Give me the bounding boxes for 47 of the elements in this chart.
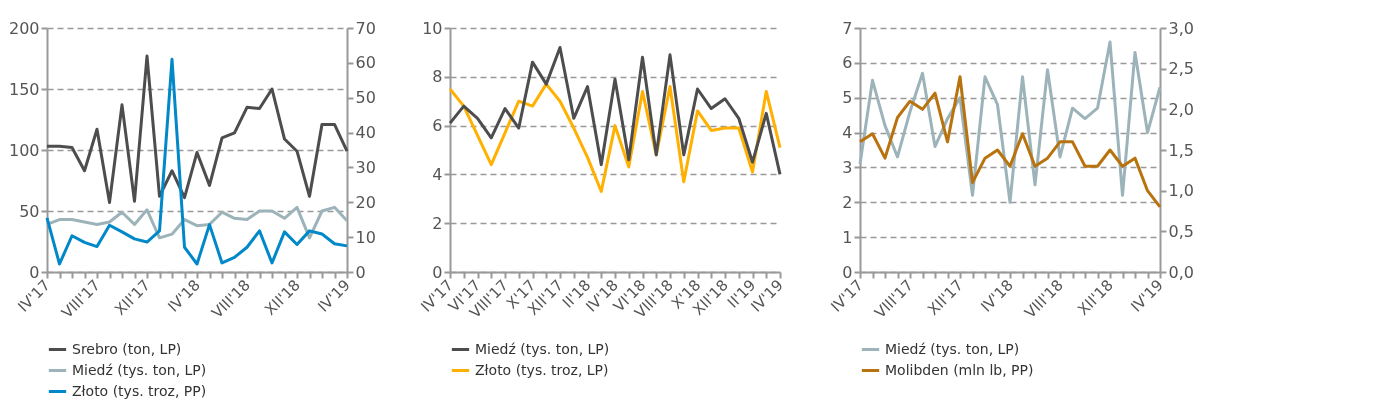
- y-tick-label: 100: [8, 140, 40, 160]
- line-series: [45, 54, 349, 204]
- y2-tick-label: 0: [355, 262, 366, 282]
- y-tick-label: 7: [842, 18, 853, 38]
- y2-tick-label: 1,0: [1168, 181, 1194, 201]
- line-series: [858, 40, 1162, 204]
- y2-tick-label: 50: [355, 88, 376, 108]
- line-series: [448, 82, 782, 193]
- y2-tick-label: 3,0: [1168, 18, 1194, 38]
- y-tick-label: 8: [432, 67, 443, 87]
- line-series: [858, 75, 1162, 209]
- legend-label: Srebro (ton, LP): [72, 340, 182, 357]
- legend-label: Miedź (tys. ton, LP): [72, 361, 207, 378]
- y2-tick-label: 30: [355, 157, 376, 177]
- y-tick-label: 1: [842, 227, 853, 247]
- y2-tick-label: 0,5: [1168, 221, 1194, 241]
- y-tick-label: 4: [842, 123, 853, 143]
- y-tick-label: 0: [432, 262, 443, 282]
- y-tick-label: 6: [842, 53, 853, 73]
- line-series: [45, 57, 349, 266]
- y2-tick-label: 2,5: [1168, 59, 1194, 79]
- y2-tick-label: 40: [355, 123, 376, 143]
- y-tick-label: 0: [29, 262, 40, 282]
- y2-tick-label: 70: [355, 18, 376, 38]
- legend-label: Molibden (mln lb, PP): [885, 361, 1034, 378]
- y-tick-label: 50: [19, 201, 40, 221]
- legend-label: Miedź (tys. ton, LP): [885, 340, 1020, 357]
- y-tick-label: 2: [842, 192, 853, 212]
- y2-tick-label: 60: [355, 53, 376, 73]
- legend-label: Złoto (tys. troz, LP): [475, 361, 609, 378]
- y2-tick-label: 10: [355, 227, 376, 247]
- y2-tick-label: 1,5: [1168, 140, 1194, 160]
- y-tick-label: 6: [432, 116, 443, 136]
- y-tick-label: 200: [8, 18, 40, 38]
- legend-label: Miedź (tys. ton, LP): [475, 340, 610, 357]
- y-tick-label: 5: [842, 88, 853, 108]
- y-tick-label: 4: [432, 164, 443, 184]
- y2-tick-label: 2,0: [1168, 99, 1194, 119]
- y-tick-label: 10: [422, 18, 443, 38]
- y-tick-label: 2: [432, 213, 443, 233]
- legend-label: Złoto (tys. troz, PP): [72, 382, 207, 399]
- y2-tick-label: 0,0: [1168, 262, 1194, 282]
- y-tick-label: 0: [842, 262, 853, 282]
- y-tick-label: 150: [8, 79, 40, 99]
- line-series: [448, 46, 782, 176]
- y-tick-label: 3: [842, 157, 853, 177]
- y2-tick-label: 20: [355, 192, 376, 212]
